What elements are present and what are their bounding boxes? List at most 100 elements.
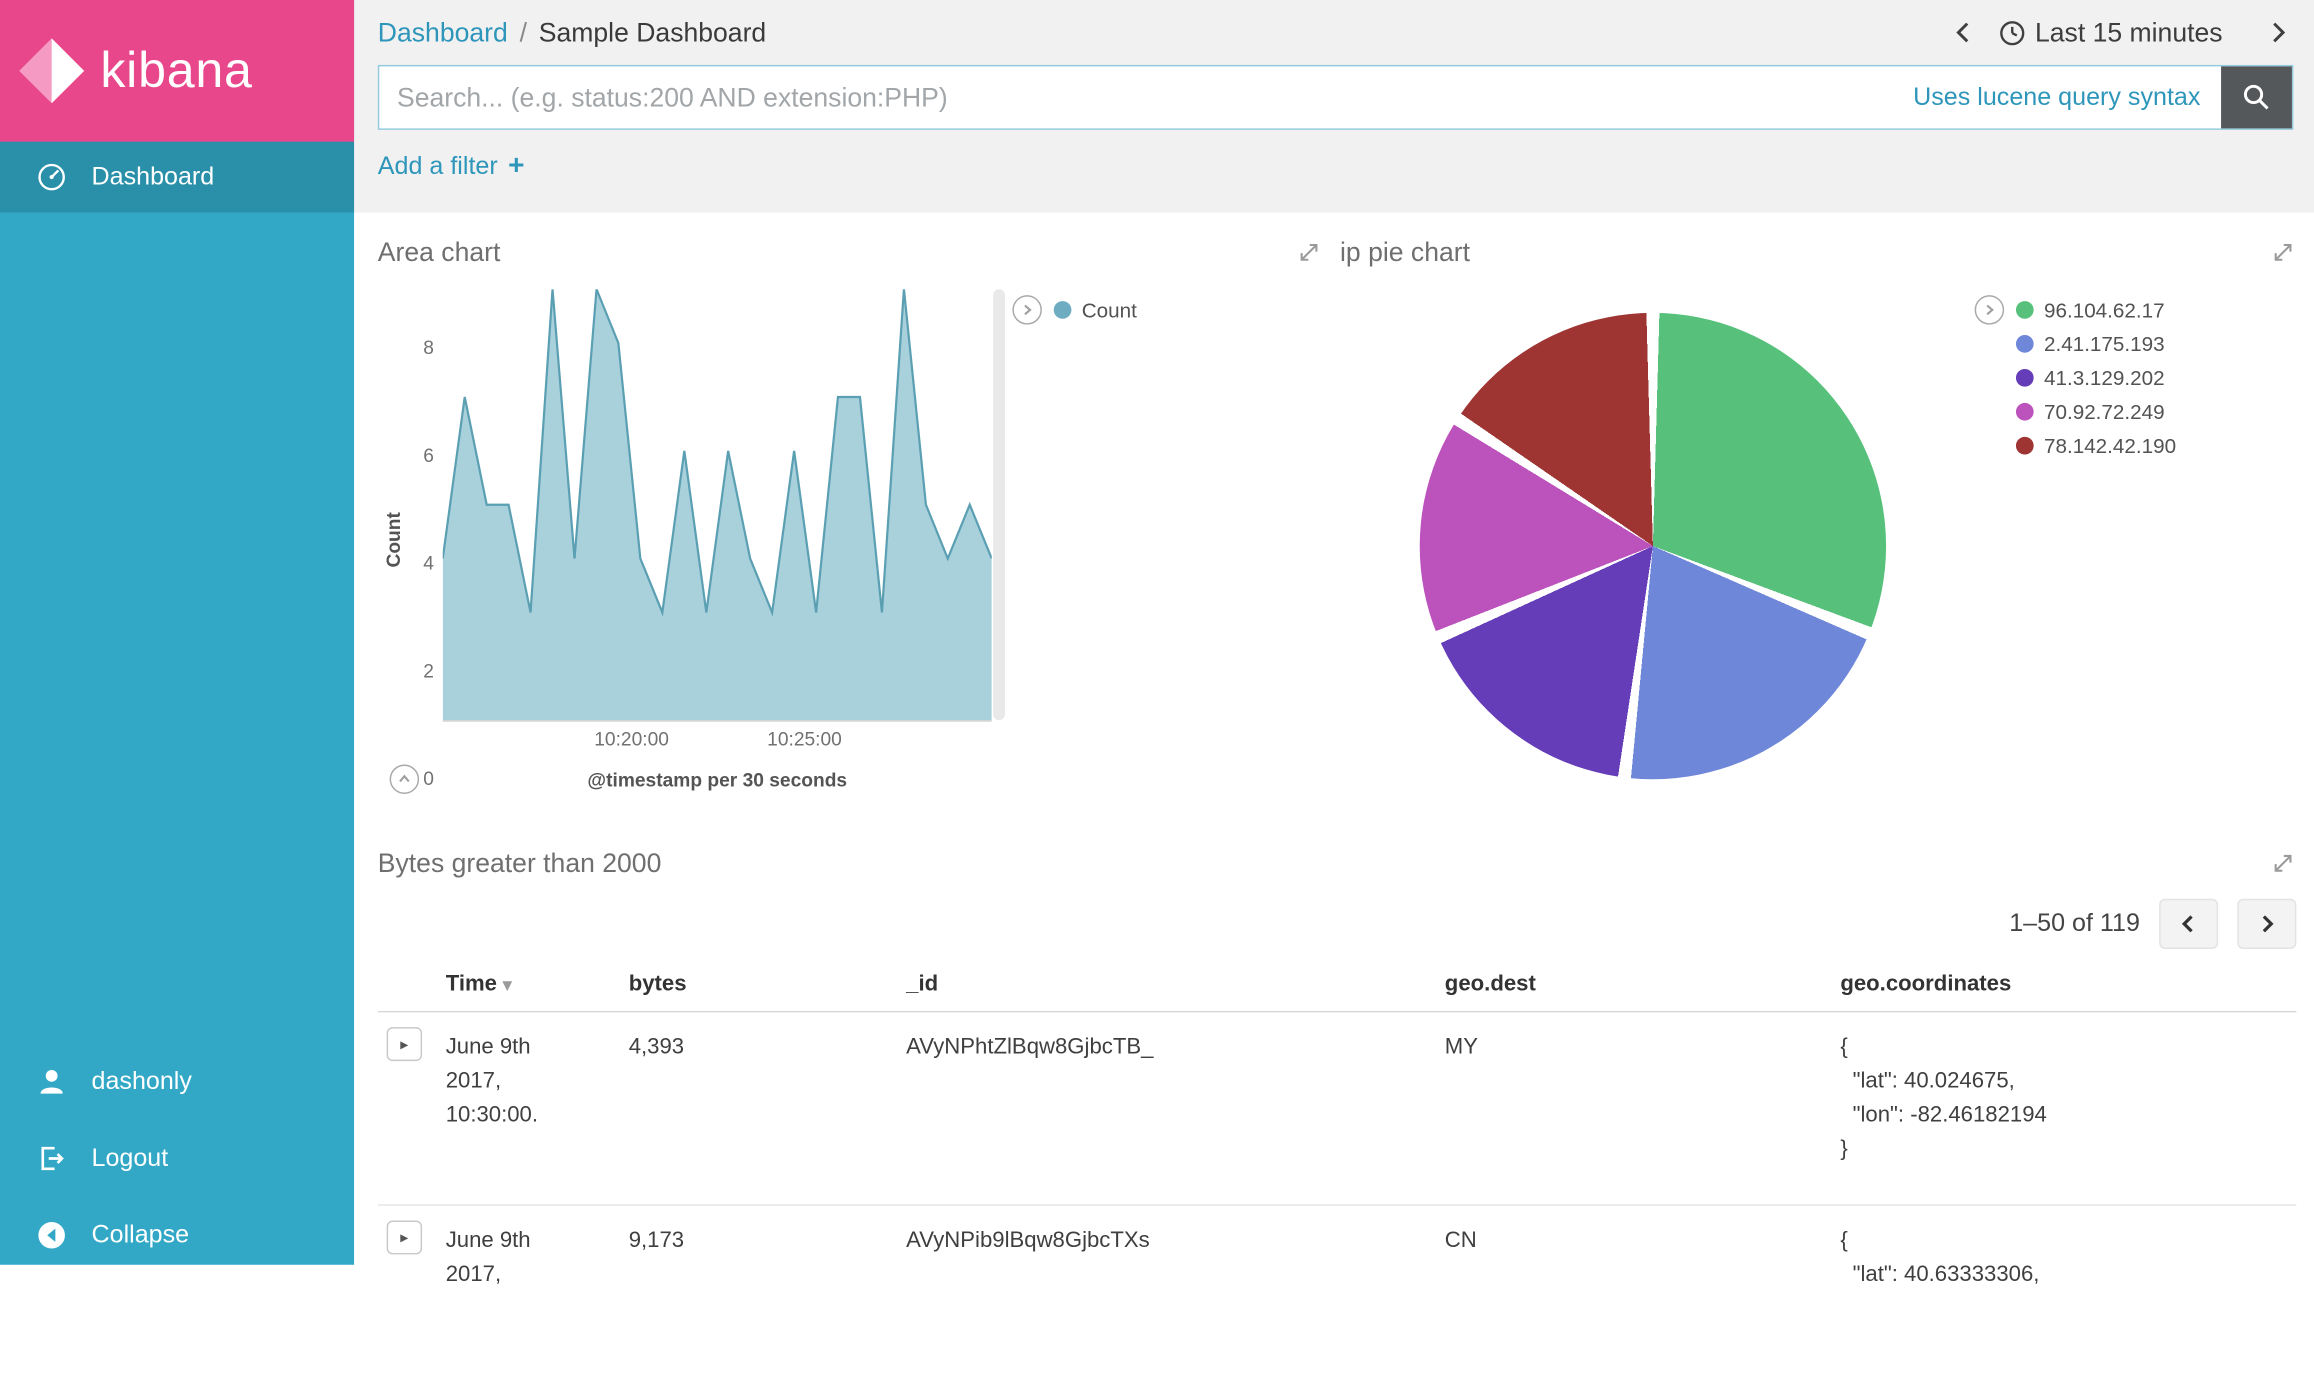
x-tick-label: 10:20:00	[594, 727, 669, 750]
chevron-right-icon	[1024, 304, 1032, 316]
area-chart-plot[interactable]: 10:20:00 10:25:00 @timestamp per 30 secon…	[441, 288, 993, 791]
topbar: Dashboard / Sample Dashboard Last 1	[354, 0, 2314, 213]
chevron-left-icon	[2181, 915, 2193, 933]
legend-item[interactable]: 78.142.42.190	[2015, 433, 2177, 458]
sidebar-item-logout[interactable]: Logout	[0, 1120, 354, 1197]
panel-pie-chart: ip pie chart	[1340, 230, 2296, 791]
legend-toggle-button[interactable]	[1012, 295, 1042, 325]
lucene-syntax-link[interactable]: Uses lucene query syntax	[1913, 82, 2201, 111]
row-expand-button[interactable]: ▸	[386, 1027, 423, 1062]
search-bar: Uses lucene query syntax	[354, 64, 2314, 130]
search-button[interactable]	[2221, 66, 2292, 129]
legend-item[interactable]: 96.104.62.17	[2015, 298, 2176, 322]
legend-item[interactable]: 2.41.175.193	[2015, 332, 2176, 356]
dashboard-icon	[35, 161, 67, 193]
column-header-geo-dest[interactable]: geo.dest	[1444, 971, 1536, 997]
table-cell-expand: ▸	[378, 1012, 446, 1204]
chevron-right-icon	[2262, 915, 2274, 933]
breadcrumb-separator: /	[519, 16, 527, 47]
area-fill	[442, 289, 992, 721]
legend-item[interactable]: Count	[1053, 298, 1137, 322]
column-header-bytes[interactable]: bytes	[628, 971, 687, 997]
pie-legend: 96.104.62.17 2.41.175.193 41.3.129.202 70.9…	[1974, 295, 2177, 458]
panel-title-pie: ip pie chart	[1340, 236, 1470, 267]
table-header: Time ▾ bytes _id geo.dest geo.coordinate…	[377, 956, 2297, 1013]
area-chart-svg	[441, 288, 993, 721]
pie-chart[interactable]	[1419, 312, 1887, 780]
expand-panel-button[interactable]	[2270, 850, 2297, 877]
add-filter-link[interactable]: Add a filter	[377, 152, 498, 181]
legend-color-dot	[2015, 301, 2034, 319]
table-body: ▸ June 9th 2017, 10:30:00. 4,393 AVyNPhtZlB…	[377, 1012, 2297, 1397]
user-icon	[35, 1066, 67, 1098]
table-cell: { "lat": 40.63333306,	[1840, 1227, 2040, 1287]
x-tick-label: 10:25:00	[767, 727, 842, 750]
breadcrumb-dashboard-link[interactable]: Dashboard	[377, 16, 508, 47]
sidebar-user-label: dashonly	[91, 1067, 192, 1096]
collapse-icon	[35, 1219, 67, 1251]
panel-area-chart: Area chart Count 0	[377, 230, 1323, 794]
legend-item[interactable]: 70.92.72.249	[2015, 400, 2176, 424]
column-header-time[interactable]: Time ▾	[445, 971, 512, 997]
column-header-id[interactable]: _id	[906, 971, 939, 997]
chart-collapse-toggle-button[interactable]	[389, 764, 420, 794]
area-x-axis: 10:20:00 10:25:00	[443, 728, 992, 758]
expand-icon	[2274, 243, 2292, 261]
legend-color-dot	[1053, 301, 1072, 319]
chevron-up-icon	[399, 774, 410, 783]
expand-icon	[1300, 243, 1318, 261]
time-picker-label[interactable]: Last 15 minutes	[2035, 16, 2223, 47]
add-filter-plus-icon[interactable]: +	[508, 150, 525, 182]
legend-label: 2.41.175.193	[2043, 332, 2165, 356]
table-cell: 4,393	[628, 1034, 685, 1060]
time-forward-button[interactable]	[2261, 16, 2293, 48]
column-header-geo-coordinates[interactable]: geo.coordinates	[1840, 971, 2012, 997]
table-cell: CN	[1444, 1227, 1477, 1253]
panel-title-area: Area chart	[377, 236, 501, 267]
table-cell: MY	[1444, 1034, 1479, 1060]
area-legend: Count	[1012, 295, 1137, 325]
area-y-axis: 0 2 4 6 8	[407, 289, 442, 791]
table-cell: June 9th 2017, 10:30:00.	[445, 1034, 539, 1128]
sidebar-footer: dashonly Logout	[0, 1043, 354, 1273]
area-legend-items: Count	[1053, 295, 1137, 322]
sidebar-item-collapse[interactable]: Collapse	[0, 1197, 354, 1274]
panel-scrollbar[interactable]	[993, 289, 1006, 721]
sidebar-item-label: Dashboard	[91, 162, 215, 191]
sidebar-item-dashboard[interactable]: Dashboard	[0, 141, 355, 213]
kibana-logo[interactable]: kibana	[0, 0, 355, 142]
legend-toggle-button[interactable]	[1974, 295, 2005, 325]
search-input[interactable]	[379, 66, 1914, 129]
pagination-text: 1–50 of 119	[2009, 909, 2140, 938]
legend-label: 78.142.42.190	[2043, 433, 2177, 458]
time-back-button[interactable]	[1948, 16, 1980, 48]
legend-color-dot	[2015, 335, 2034, 353]
column-header-expand	[378, 956, 446, 1011]
filter-bar: Add a filter +	[354, 130, 2314, 210]
area-y-axis-title: Count	[381, 512, 404, 568]
pagination-prev-button[interactable]	[2159, 898, 2219, 949]
table-cell: { "lat": 40.024675, "lon": -82.46182194 …	[1840, 1034, 2047, 1162]
pagination-next-button[interactable]	[2237, 898, 2297, 949]
legend-label: 41.3.129.202	[2043, 365, 2165, 390]
main-area: Dashboard / Sample Dashboard Last 1	[354, 0, 2314, 1398]
table-cell: AVyNPhtZlBqw8GjbcTB_	[906, 1034, 1154, 1060]
legend-item[interactable]: 41.3.129.202	[2015, 365, 2176, 390]
expand-panel-button[interactable]	[2270, 239, 2297, 266]
expand-panel-button[interactable]	[1296, 239, 1323, 266]
y-tick-label: 4	[423, 551, 434, 575]
dashboard-content: Area chart Count 0	[354, 212, 2314, 1398]
sort-caret-icon: ▾	[502, 973, 512, 994]
table-cell: June 9th 2017,	[445, 1227, 531, 1287]
expand-icon	[2274, 854, 2292, 872]
y-tick-label: 6	[423, 444, 434, 467]
panel-title-table: Bytes greater than 2000	[377, 847, 662, 878]
chevron-right-icon	[1986, 304, 1994, 316]
row-expand-button[interactable]: ▸	[386, 1220, 423, 1255]
sidebar-logout-label: Logout	[91, 1143, 169, 1172]
sidebar-user-menu[interactable]: dashonly	[0, 1043, 354, 1120]
logout-icon	[35, 1142, 67, 1174]
chevron-left-icon	[1956, 22, 1969, 43]
legend-color-dot	[2015, 402, 2034, 421]
